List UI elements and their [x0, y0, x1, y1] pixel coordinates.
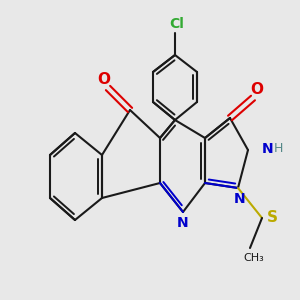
Text: CH₃: CH₃	[244, 253, 264, 263]
Text: S: S	[266, 211, 278, 226]
Text: N: N	[262, 142, 274, 156]
Text: H: H	[274, 142, 284, 155]
Text: Cl: Cl	[169, 17, 184, 31]
Text: N: N	[234, 192, 246, 206]
Text: O: O	[250, 82, 263, 97]
Text: O: O	[98, 71, 110, 86]
Text: N: N	[177, 216, 189, 230]
